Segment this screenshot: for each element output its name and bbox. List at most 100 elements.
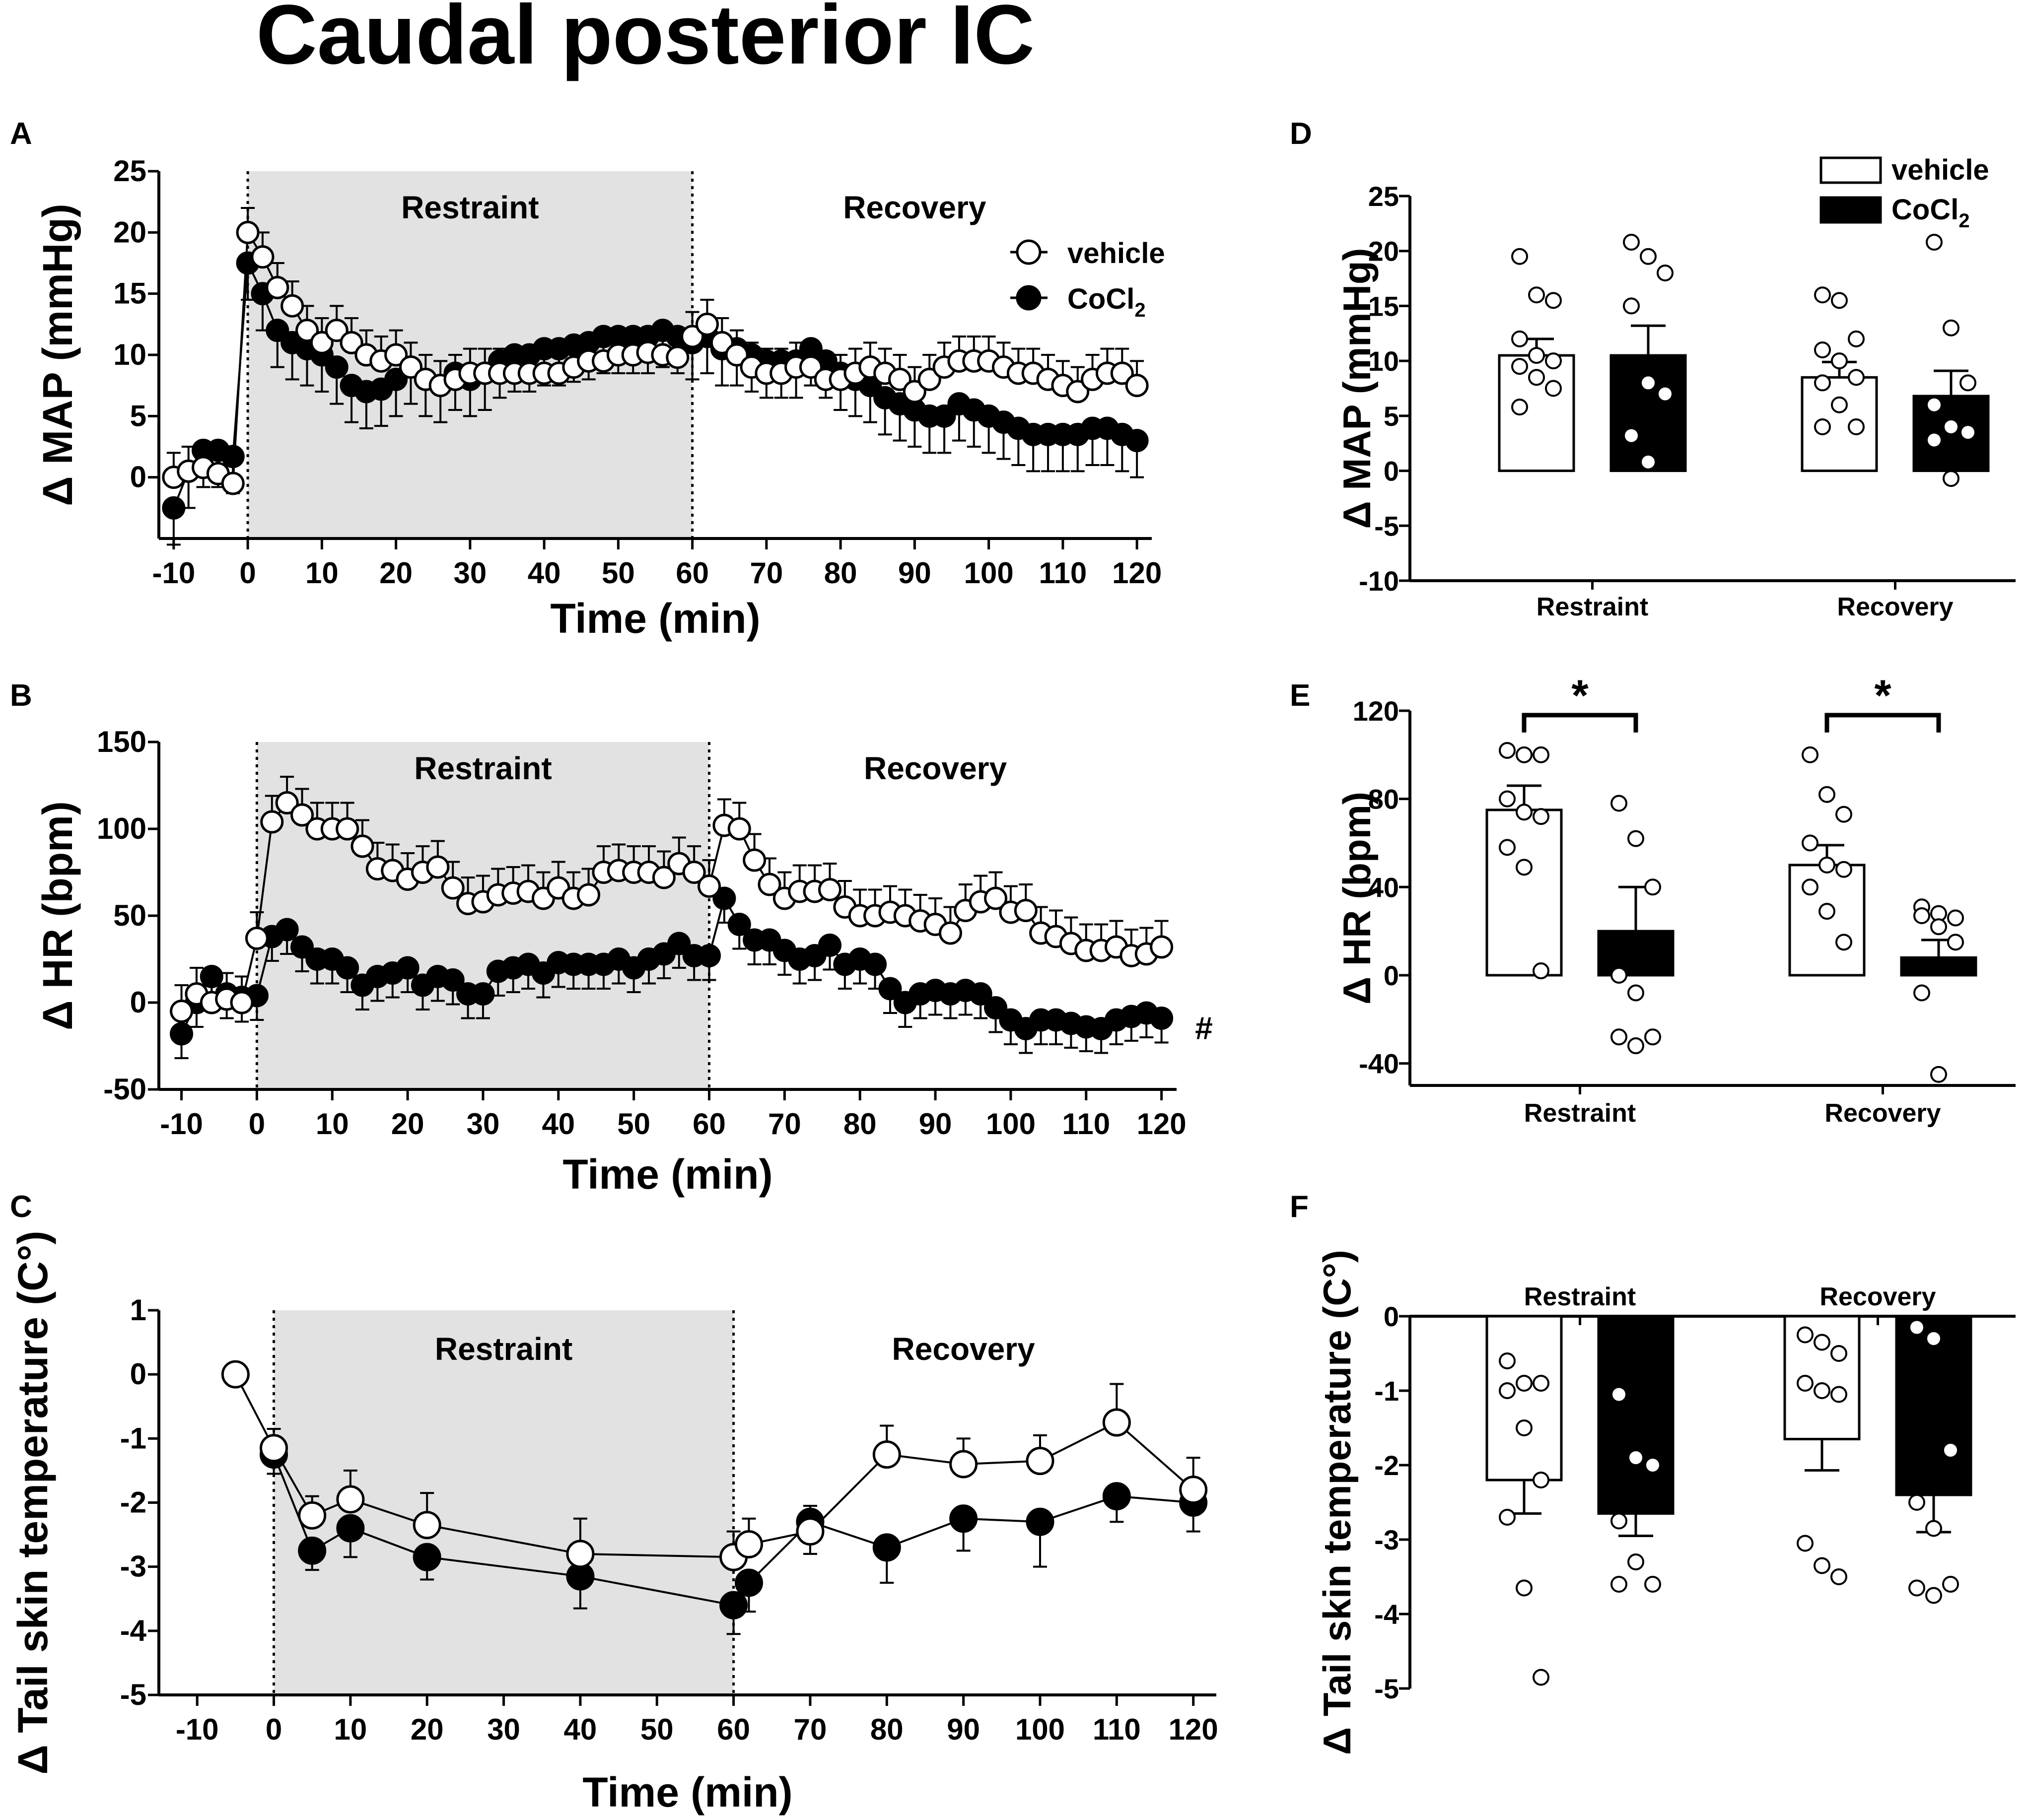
data-point-vehicle <box>799 355 823 379</box>
main-title: Caudal posterior IC <box>256 0 1035 82</box>
y-axis-title: Δ MAP (mmHg) <box>1335 248 1379 529</box>
panel-a-map-timecourse: Restraint Recovery 0 5 10 15 20 25 -10 0 10 20 30 40 5… <box>34 154 1162 642</box>
data-point-vehicle <box>1125 374 1149 398</box>
data-point-cocl2 <box>1150 1007 1174 1030</box>
individual-point-cocl2 <box>1926 234 1943 251</box>
x-tick-label: 120 <box>1137 1107 1187 1141</box>
data-point-vehicle <box>1026 1447 1054 1476</box>
data-point-vehicle <box>758 873 781 896</box>
data-point-cocl2 <box>162 496 186 520</box>
individual-point-vehicle <box>1516 1419 1533 1436</box>
x-tick-label: 70 <box>794 1713 827 1746</box>
individual-point-cocl2 <box>1610 795 1627 812</box>
bar-cocl2 <box>1609 354 1687 472</box>
y-tick-label: -3 <box>120 1550 146 1583</box>
phase-label-recovery: Recovery <box>892 1331 1036 1367</box>
data-point-vehicle <box>725 343 749 367</box>
x-tick-label: 40 <box>528 556 561 590</box>
data-point-cocl2 <box>170 1022 194 1046</box>
individual-point-vehicle <box>1831 292 1848 309</box>
data-point-vehicle <box>1150 935 1174 959</box>
x-tick-label: 120 <box>1169 1713 1218 1746</box>
individual-point-cocl2 <box>1942 1442 1959 1459</box>
y-tick-label: 120 <box>1353 695 1399 727</box>
bar-vehicle <box>1801 376 1878 472</box>
individual-point-vehicle <box>1814 1382 1830 1399</box>
y-tick-label: 100 <box>97 812 146 845</box>
individual-point-vehicle <box>1814 1334 1830 1351</box>
x-tick-label: -10 <box>152 556 195 590</box>
individual-point-cocl2 <box>1623 297 1640 315</box>
x-tick-label: -10 <box>176 1713 219 1746</box>
category-label: Restraint <box>1537 593 1648 621</box>
data-point-vehicle <box>236 220 260 244</box>
x-tick-label: 20 <box>391 1107 424 1141</box>
data-point-vehicle <box>426 855 450 879</box>
individual-point-cocl2 <box>1926 396 1943 413</box>
y-tick-label: 15 <box>1368 290 1399 322</box>
panel-letter-a: A <box>10 117 32 151</box>
individual-point-vehicle <box>1516 859 1533 876</box>
data-point-vehicle <box>872 1440 901 1469</box>
panel-b-hr-timecourse: Restraint Recovery -50 0 50 100 150 -10 0 10 20 30 4… <box>34 725 1213 1198</box>
y-tick-label: 0 <box>1384 1301 1399 1332</box>
x-tick-label: 10 <box>305 556 339 590</box>
data-point-cocl2 <box>396 956 419 980</box>
individual-point-cocl2 <box>1925 1587 1942 1604</box>
data-point-vehicle <box>682 861 706 884</box>
y-tick-label: -40 <box>1359 1048 1399 1079</box>
individual-point-vehicle <box>1802 834 1818 852</box>
y-tick-label: 25 <box>1368 181 1399 212</box>
legend-cocl2-label-d: CoCl2 <box>1891 194 1970 232</box>
data-point-vehicle <box>260 1434 288 1463</box>
data-point-vehicle <box>170 1000 194 1023</box>
data-point-cocl2 <box>949 1504 978 1533</box>
data-point-vehicle <box>903 380 926 404</box>
x-tick-label: 10 <box>334 1713 367 1746</box>
y-tick-label: 80 <box>1368 784 1399 815</box>
data-point-vehicle <box>340 331 363 354</box>
y-tick-label: 5 <box>130 399 146 432</box>
individual-point-cocl2 <box>1943 319 1959 337</box>
data-point-vehicle <box>710 331 734 354</box>
phase-label-restraint: Restraint <box>435 1331 572 1367</box>
y-tick-label: 50 <box>113 899 146 932</box>
individual-point-cocl2 <box>1908 1579 1925 1597</box>
x-tick-label: 100 <box>986 1107 1036 1141</box>
data-point-vehicle <box>384 343 408 367</box>
category-label: Restraint <box>1524 1282 1636 1311</box>
individual-point-vehicle <box>1533 962 1549 980</box>
y-axis-title: Δ Tail skin temperature (C°) <box>9 1231 56 1775</box>
individual-point-cocl2 <box>1627 1449 1644 1466</box>
data-point-vehicle <box>413 1511 441 1540</box>
data-point-cocl2 <box>969 982 992 1006</box>
data-point-cocl2 <box>863 952 887 976</box>
individual-point-cocl2 <box>1657 265 1674 281</box>
y-tick-label: 0 <box>130 986 146 1019</box>
y-tick-label: -4 <box>120 1614 147 1647</box>
individual-point-vehicle <box>1814 341 1831 358</box>
individual-point-vehicle <box>1830 1386 1847 1403</box>
data-point-cocl2 <box>712 886 736 910</box>
y-tick-label: 25 <box>113 154 146 188</box>
individual-point-cocl2 <box>1959 424 1976 441</box>
category-label: Recovery <box>1824 1099 1941 1128</box>
individual-point-cocl2 <box>1627 984 1644 1002</box>
data-point-vehicle <box>260 810 284 834</box>
y-tick-label: 0 <box>130 1357 146 1391</box>
individual-point-vehicle <box>1835 806 1852 823</box>
data-point-cocl2 <box>336 956 359 980</box>
y-tick-label: 15 <box>113 277 146 310</box>
data-point-cocl2 <box>298 1536 327 1565</box>
x-tick-label: 110 <box>1062 1107 1110 1141</box>
individual-point-vehicle <box>1814 418 1831 435</box>
data-point-vehicle <box>295 319 319 342</box>
x-tick-label: 90 <box>898 556 931 590</box>
data-point-cocl2 <box>1102 1482 1131 1511</box>
data-point-vehicle <box>734 1530 763 1558</box>
individual-point-vehicle <box>1835 934 1852 951</box>
individual-point-vehicle <box>1797 1326 1814 1344</box>
panel-letter-c: C <box>10 1190 32 1224</box>
individual-point-cocl2 <box>1913 984 1930 1002</box>
data-point-cocl2 <box>266 319 289 342</box>
